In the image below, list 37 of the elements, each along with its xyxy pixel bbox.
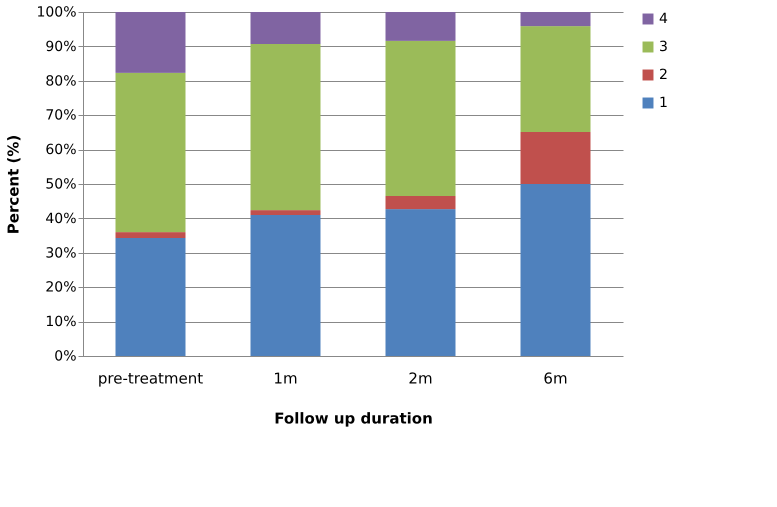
bar [250, 210, 320, 215]
bar [386, 40, 456, 196]
y-tick-label: 20% [45, 280, 76, 296]
y-tick-label: 90% [45, 38, 76, 55]
legend-label: 3 [659, 39, 668, 55]
bar [386, 209, 456, 356]
x-tick-label: 2m [408, 370, 433, 388]
bar [116, 232, 186, 238]
legend-label: 1 [659, 95, 668, 111]
bar [250, 214, 320, 356]
y-tick-label: 50% [45, 176, 76, 192]
legend-label: 2 [659, 67, 668, 83]
x-tick-label: pre-treatment [98, 370, 204, 388]
y-tick-label: 40% [45, 210, 76, 227]
y-axis-title: Percent (%) [4, 134, 22, 234]
bar [386, 12, 456, 41]
bar [116, 12, 186, 73]
bar [250, 12, 320, 44]
bar [386, 196, 456, 210]
bar [116, 72, 186, 232]
y-tick-label: 70% [45, 108, 76, 124]
bar [116, 238, 186, 356]
bar [520, 12, 590, 26]
y-tick-label: 30% [45, 245, 76, 262]
legend-label: 4 [659, 11, 668, 27]
y-tick-label: 80% [45, 73, 76, 90]
bar [250, 44, 320, 210]
bar [520, 132, 590, 184]
bar [520, 26, 590, 132]
y-tick-label: 100% [36, 4, 76, 20]
x-axis-title: Follow up duration [274, 410, 433, 428]
bar [520, 184, 590, 356]
x-tick-label: 1m [273, 370, 298, 388]
y-tick-label: 0% [54, 348, 76, 364]
y-tick-label: 10% [45, 314, 76, 330]
x-tick-label: 6m [543, 370, 568, 388]
y-tick-label: 60% [45, 142, 76, 158]
